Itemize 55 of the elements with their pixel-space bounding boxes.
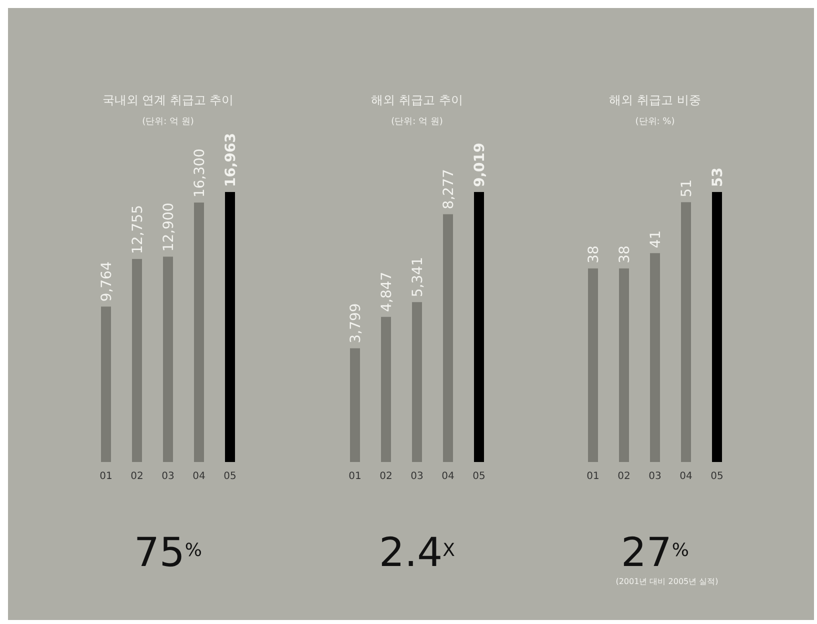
data-label: 8,277 bbox=[441, 169, 457, 210]
chart-subtitle: (단위: %) bbox=[635, 117, 675, 127]
text: 27$^{%}$ bbox=[620, 530, 690, 576]
text: (2001년 대비 2005년 실적) bbox=[616, 577, 718, 586]
x-tick-label: 01 bbox=[348, 471, 362, 482]
bar bbox=[681, 202, 691, 462]
x-tick-label: 03 bbox=[162, 471, 174, 482]
chart-title: 국내외 연계 취급고 추이 bbox=[102, 93, 234, 107]
x-tick-label: 05 bbox=[710, 471, 724, 482]
x-tick-label: 04 bbox=[442, 471, 454, 482]
x-tick-label: 05 bbox=[472, 471, 486, 482]
x-tick-label: 03 bbox=[648, 471, 662, 482]
text: 75$^{%}$ bbox=[134, 530, 202, 576]
data-label: 12,755 bbox=[130, 204, 146, 254]
bar bbox=[350, 348, 360, 462]
bar bbox=[474, 192, 484, 462]
data-label: 5,341 bbox=[410, 257, 426, 298]
x-tick-label: 03 bbox=[410, 471, 424, 482]
data-label: 16,963 bbox=[223, 132, 239, 187]
bar bbox=[412, 302, 422, 462]
data-label: 3,799 bbox=[348, 303, 364, 344]
data-label: 38 bbox=[617, 246, 633, 264]
bar bbox=[163, 256, 173, 462]
chart-title: 해외 취급고 비중 bbox=[609, 93, 701, 107]
x-tick-label: 01 bbox=[100, 471, 112, 482]
bar bbox=[101, 306, 111, 462]
data-label: 12,900 bbox=[161, 202, 177, 252]
chart-subtitle: (단위: 억 원) bbox=[142, 117, 194, 127]
x-tick-label: 05 bbox=[224, 471, 236, 482]
x-tick-label: 02 bbox=[618, 471, 630, 482]
x-tick-label: 02 bbox=[380, 471, 392, 482]
bar bbox=[619, 268, 629, 462]
data-label: 51 bbox=[679, 179, 695, 198]
bar bbox=[132, 258, 142, 462]
chart-subtitle: (단위: 억 원) bbox=[391, 117, 443, 127]
bar bbox=[443, 214, 453, 462]
bar bbox=[588, 268, 598, 462]
bar bbox=[225, 192, 235, 462]
bar bbox=[712, 192, 722, 462]
x-tick-label: 01 bbox=[586, 471, 600, 482]
bar bbox=[194, 202, 204, 462]
data-label: 41 bbox=[648, 230, 664, 248]
data-label: 4,847 bbox=[379, 272, 395, 312]
bar bbox=[650, 253, 660, 462]
data-label: 16,300 bbox=[192, 148, 208, 198]
x-tick-label: 02 bbox=[130, 471, 144, 482]
data-label: 53 bbox=[710, 168, 726, 187]
bar bbox=[381, 316, 391, 462]
chart-title: 해외 취급고 추이 bbox=[371, 93, 463, 107]
x-tick-label: 04 bbox=[680, 471, 692, 482]
data-label: 9,019 bbox=[472, 142, 488, 187]
data-label: 38 bbox=[586, 246, 602, 264]
text: 2.4$^{X}$ bbox=[379, 530, 455, 576]
data-label: 9,764 bbox=[99, 261, 115, 302]
x-tick-label: 04 bbox=[192, 471, 206, 482]
